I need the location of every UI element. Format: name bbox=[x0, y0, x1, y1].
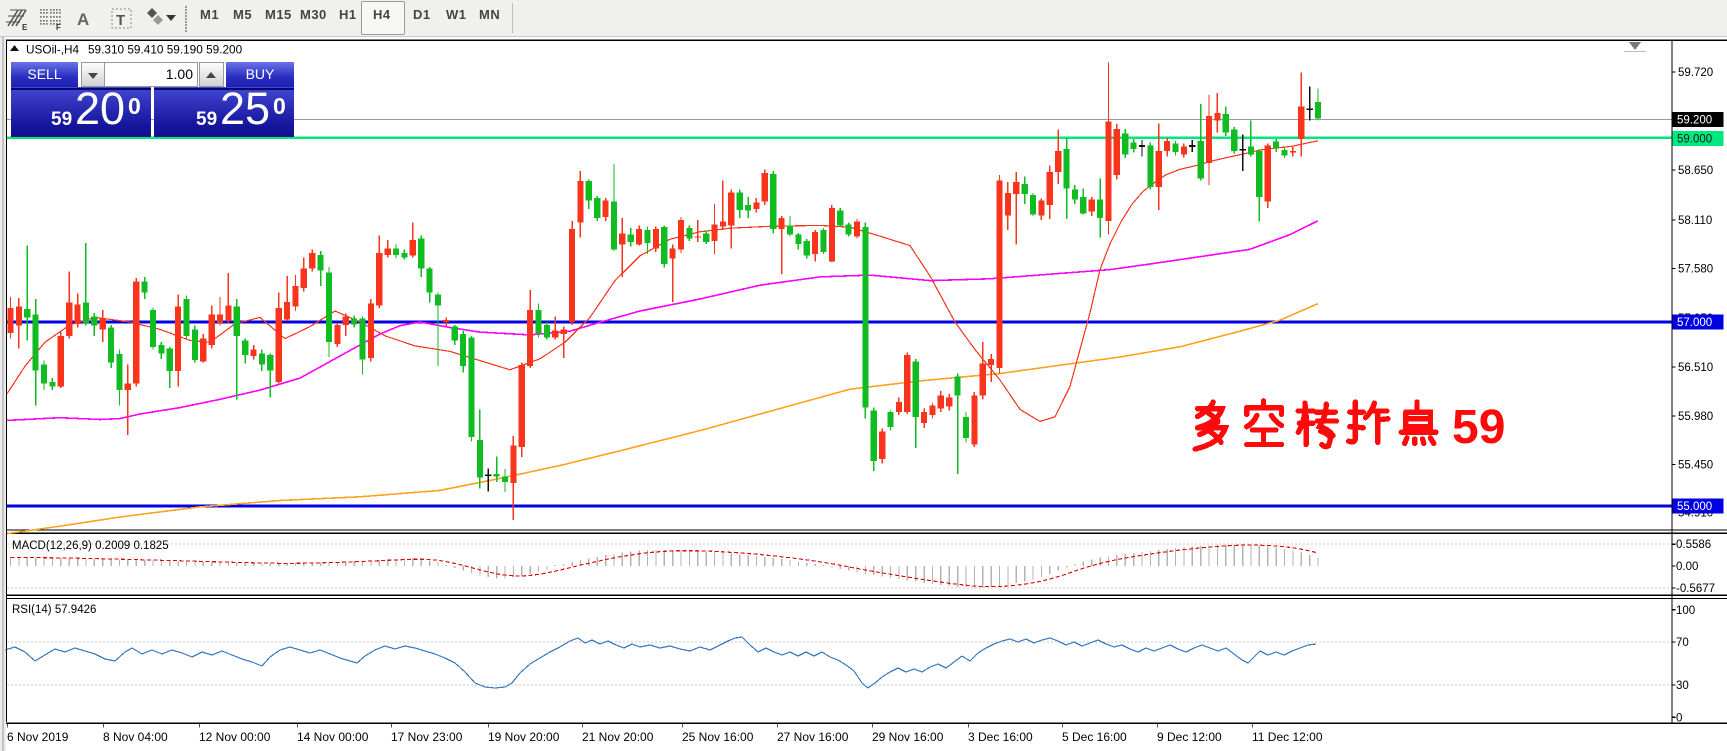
svg-text:57.580: 57.580 bbox=[1678, 264, 1713, 276]
svg-text:59.000: 59.000 bbox=[1677, 134, 1712, 146]
svg-text:F: F bbox=[56, 23, 61, 32]
svg-text:17 Nov 23:00: 17 Nov 23:00 bbox=[391, 730, 463, 744]
svg-text:29 Nov 16:00: 29 Nov 16:00 bbox=[872, 730, 944, 744]
svg-text:55.980: 55.980 bbox=[1678, 411, 1713, 423]
svg-text:-0.5677: -0.5677 bbox=[1676, 583, 1715, 595]
svg-text:6 Nov 2019: 6 Nov 2019 bbox=[7, 730, 69, 744]
svg-text:21 Nov 20:00: 21 Nov 20:00 bbox=[582, 730, 654, 744]
svg-text:100: 100 bbox=[1676, 605, 1695, 617]
svg-text:25 Nov 16:00: 25 Nov 16:00 bbox=[682, 730, 754, 744]
svg-text:30: 30 bbox=[1676, 680, 1689, 692]
svg-text:9 Dec 12:00: 9 Dec 12:00 bbox=[1157, 730, 1222, 744]
svg-text:MACD(12,26,9) 0.2009 0.1825: MACD(12,26,9) 0.2009 0.1825 bbox=[12, 540, 169, 552]
svg-text:59.200: 59.200 bbox=[1677, 115, 1712, 127]
svg-text:5 Dec 16:00: 5 Dec 16:00 bbox=[1062, 730, 1127, 744]
svg-text:A: A bbox=[77, 10, 89, 29]
svg-text:56.510: 56.510 bbox=[1678, 362, 1713, 374]
svg-text:0.5586: 0.5586 bbox=[1676, 539, 1711, 551]
svg-text:11 Dec 12:00: 11 Dec 12:00 bbox=[1252, 730, 1323, 744]
svg-text:E: E bbox=[22, 23, 28, 32]
svg-text:55.000: 55.000 bbox=[1677, 501, 1712, 513]
svg-text:0: 0 bbox=[1676, 712, 1682, 724]
svg-text:8 Nov 04:00: 8 Nov 04:00 bbox=[103, 730, 168, 744]
svg-text:14 Nov 00:00: 14 Nov 00:00 bbox=[297, 730, 369, 744]
svg-text:3 Dec 16:00: 3 Dec 16:00 bbox=[968, 730, 1033, 744]
svg-text:57.000: 57.000 bbox=[1677, 317, 1712, 329]
svg-text:19 Nov 20:00: 19 Nov 20:00 bbox=[488, 730, 560, 744]
svg-text:RSI(14) 57.9426: RSI(14) 57.9426 bbox=[12, 604, 96, 616]
svg-text:USOil-,H4: USOil-,H4 bbox=[26, 43, 80, 57]
svg-text:70: 70 bbox=[1676, 637, 1689, 649]
svg-text:59.720: 59.720 bbox=[1678, 67, 1713, 79]
svg-text:T: T bbox=[116, 12, 125, 29]
svg-text:59.310 59.410 59.190 59.200: 59.310 59.410 59.190 59.200 bbox=[88, 43, 243, 57]
svg-text:58.110: 58.110 bbox=[1678, 215, 1712, 227]
svg-text:55.450: 55.450 bbox=[1678, 460, 1713, 472]
svg-text:12 Nov 00:00: 12 Nov 00:00 bbox=[199, 730, 271, 744]
svg-text:0.00: 0.00 bbox=[1676, 561, 1698, 573]
svg-text:27 Nov 16:00: 27 Nov 16:00 bbox=[777, 730, 849, 744]
svg-text:58.650: 58.650 bbox=[1678, 165, 1713, 177]
svg-text:59: 59 bbox=[1452, 401, 1505, 454]
